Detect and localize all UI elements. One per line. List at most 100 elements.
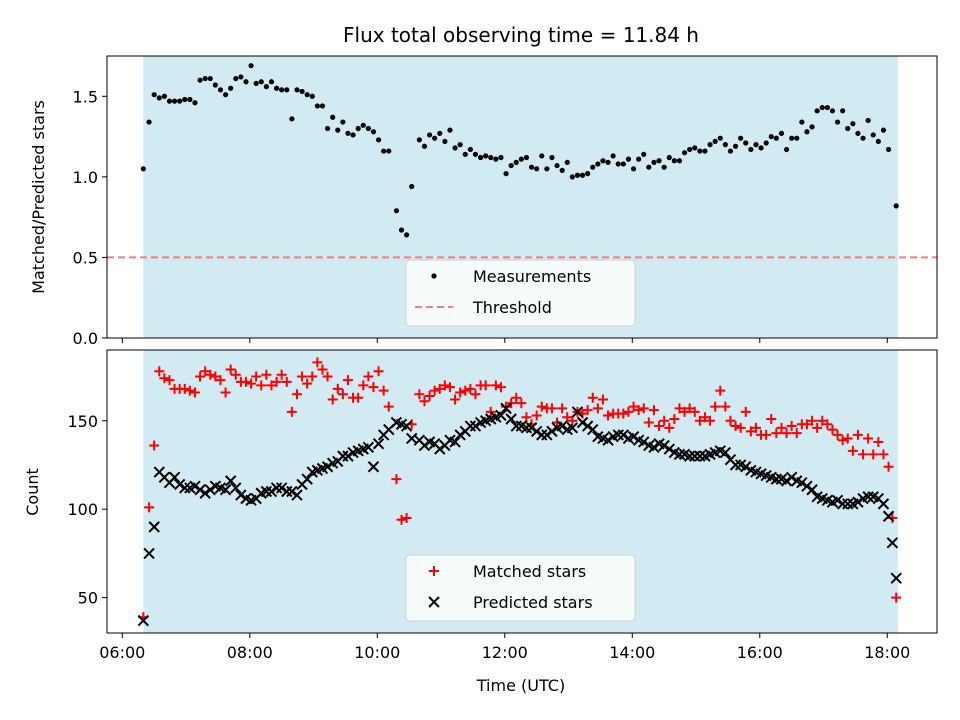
data-point — [814, 108, 820, 114]
data-point — [297, 371, 308, 382]
data-point — [597, 394, 608, 405]
data-point — [159, 373, 170, 384]
axes-frame — [106, 55, 938, 339]
data-point — [727, 148, 734, 154]
data-point — [882, 510, 895, 522]
data-point — [363, 371, 374, 382]
data-point — [154, 366, 165, 377]
data-point — [173, 478, 186, 491]
data-point — [457, 142, 463, 148]
data-point — [416, 137, 422, 143]
data-point — [890, 572, 902, 584]
data-point — [786, 421, 797, 432]
data-point — [205, 369, 216, 380]
data-point — [883, 461, 894, 472]
series-0 — [138, 357, 902, 623]
axes-frame — [106, 349, 938, 634]
data-point — [177, 98, 183, 104]
legend-label: Matched stars — [473, 562, 586, 581]
data-point — [368, 382, 379, 393]
data-point — [307, 371, 318, 382]
data-point — [582, 405, 593, 416]
data-point — [373, 366, 384, 377]
data-point — [773, 135, 779, 141]
data-point — [585, 171, 591, 177]
data-point — [281, 376, 292, 387]
data-point — [210, 371, 221, 382]
data-point — [658, 439, 670, 452]
data-point — [140, 166, 146, 172]
data-point — [834, 119, 841, 125]
data-point — [877, 498, 890, 510]
data-point — [477, 154, 484, 161]
y-tick-label: 1.5 — [73, 87, 98, 106]
data-point — [852, 496, 864, 508]
data-point — [683, 450, 696, 462]
data-point — [304, 92, 310, 98]
data-point — [592, 403, 603, 414]
data-point — [276, 369, 287, 380]
data-point — [720, 401, 731, 412]
legend: Measurements Threshold — [405, 259, 636, 327]
data-point — [581, 420, 594, 432]
data-point — [432, 135, 438, 141]
data-point — [556, 420, 568, 432]
y-tick-label: 1.0 — [73, 168, 98, 187]
data-point — [643, 417, 654, 428]
data-point — [148, 521, 160, 533]
data-point — [225, 364, 236, 375]
data-point — [510, 420, 522, 432]
data-point — [495, 382, 506, 393]
data-point — [605, 159, 611, 165]
data-point — [455, 387, 466, 398]
data-point — [437, 130, 443, 136]
data-point — [266, 380, 277, 391]
data-point — [664, 422, 675, 433]
data-point — [732, 143, 739, 149]
data-point — [735, 422, 746, 433]
data-point — [202, 75, 208, 82]
data-point — [233, 75, 239, 82]
data-point — [845, 125, 851, 132]
data-point — [168, 471, 181, 484]
x-tick-label: 18:00 — [864, 643, 910, 662]
data-point — [566, 422, 579, 434]
data-point — [633, 405, 644, 416]
data-point — [557, 403, 568, 414]
data-point — [536, 429, 548, 441]
data-point — [669, 413, 680, 424]
data-point — [625, 156, 632, 162]
x-tick-label: 16:00 — [737, 643, 783, 662]
data-point — [286, 485, 298, 498]
data-point — [490, 380, 501, 391]
data-point — [396, 514, 407, 525]
data-point — [763, 140, 769, 146]
data-point — [291, 389, 302, 400]
data-point — [836, 498, 849, 510]
data-point — [671, 158, 677, 164]
data-point — [355, 125, 361, 132]
data-point — [260, 485, 273, 498]
x-tick-label: 08:00 — [227, 643, 273, 662]
data-point — [778, 130, 785, 136]
data-point — [590, 164, 596, 170]
data-point — [324, 125, 331, 132]
data-point — [151, 92, 157, 98]
data-point — [505, 413, 517, 425]
data-point — [192, 100, 198, 106]
data-point — [273, 85, 280, 91]
data-point — [251, 371, 262, 382]
data-point — [673, 448, 686, 461]
data-point — [679, 406, 690, 417]
data-point — [531, 410, 542, 421]
data-point — [350, 132, 356, 138]
data-point — [615, 161, 621, 167]
data-point — [738, 135, 744, 141]
data-point — [256, 380, 267, 391]
data-point — [530, 425, 543, 438]
data-point — [189, 387, 200, 398]
data-point — [646, 164, 652, 170]
data-point — [855, 130, 861, 136]
data-point — [768, 133, 774, 140]
y-tick-label: 50 — [78, 589, 98, 608]
